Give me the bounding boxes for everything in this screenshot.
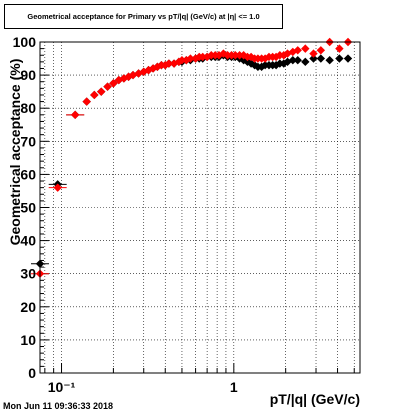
red-data-point	[109, 79, 118, 88]
black-data-point	[335, 54, 344, 63]
red-data-point	[174, 57, 184, 67]
black-data-point	[293, 56, 302, 65]
black-data-point	[301, 57, 310, 67]
red-data-point	[198, 52, 207, 62]
x-tick-label: 10⁻¹	[48, 379, 76, 395]
chart-title: Geometrical acceptance for Primary vs pT…	[4, 4, 283, 29]
red-data-point	[153, 62, 162, 72]
red-data-point	[164, 59, 174, 68]
y-tick-label: 0	[28, 365, 36, 381]
red-data-point	[186, 54, 195, 63]
axis-ticks	[40, 41, 355, 374]
red-data-point	[316, 46, 326, 55]
black-data-point	[309, 54, 318, 63]
red-data-point	[90, 90, 99, 100]
red-data-point	[219, 49, 228, 58]
red-data-point	[53, 183, 62, 192]
y-tick-label: 60	[20, 166, 36, 182]
red-data-point	[309, 49, 318, 58]
black-data-point	[325, 56, 334, 65]
tick-labels: 0 10 20 30 40 50 60 70 80 90 100 10⁻¹ 1	[13, 34, 238, 395]
red-data-point	[301, 44, 310, 53]
red-data-point	[97, 87, 106, 96]
black-data-point	[316, 54, 326, 63]
red-data-point	[144, 65, 153, 75]
y-tick-label: 10	[20, 332, 36, 348]
red-data-point	[114, 75, 124, 85]
red-data-point	[103, 82, 112, 91]
y-tick-label: 80	[20, 100, 36, 116]
black-data-point	[243, 57, 252, 67]
x-tick-label: 1	[230, 379, 238, 395]
red-data-point	[70, 110, 80, 120]
black-data-point	[288, 56, 298, 65]
plot-frame	[39, 41, 361, 374]
y-tick-label: 50	[20, 200, 36, 216]
red-data-point	[214, 51, 224, 60]
black-data-point	[343, 54, 353, 63]
red-data-point	[293, 46, 302, 55]
y-tick-label: 30	[20, 266, 36, 282]
timestamp: Mon Jun 11 09:36:33 2018	[3, 401, 114, 411]
black-data-point	[279, 59, 288, 68]
red-data-point	[182, 56, 191, 65]
red-data-point	[231, 51, 240, 60]
data-points	[31, 37, 353, 278]
x-axis-label: pT/|q| (GeV/c)	[269, 391, 360, 407]
red-data-point	[82, 97, 91, 106]
red-data-point	[139, 67, 148, 76]
red-data-point	[119, 74, 129, 83]
grid-lines	[40, 42, 360, 373]
red-data-point	[271, 52, 281, 62]
red-data-point	[279, 51, 288, 60]
y-tick-label: 20	[20, 299, 36, 315]
y-tick-label: 70	[20, 133, 36, 149]
y-axis-label: Geometrical acceptance (%)	[7, 58, 23, 246]
y-tick-label: 100	[13, 34, 37, 50]
red-data-point	[335, 44, 344, 53]
red-data-point	[169, 59, 179, 68]
red-data-point	[177, 56, 187, 65]
y-tick-label: 90	[20, 67, 36, 83]
y-tick-label: 40	[20, 233, 36, 249]
